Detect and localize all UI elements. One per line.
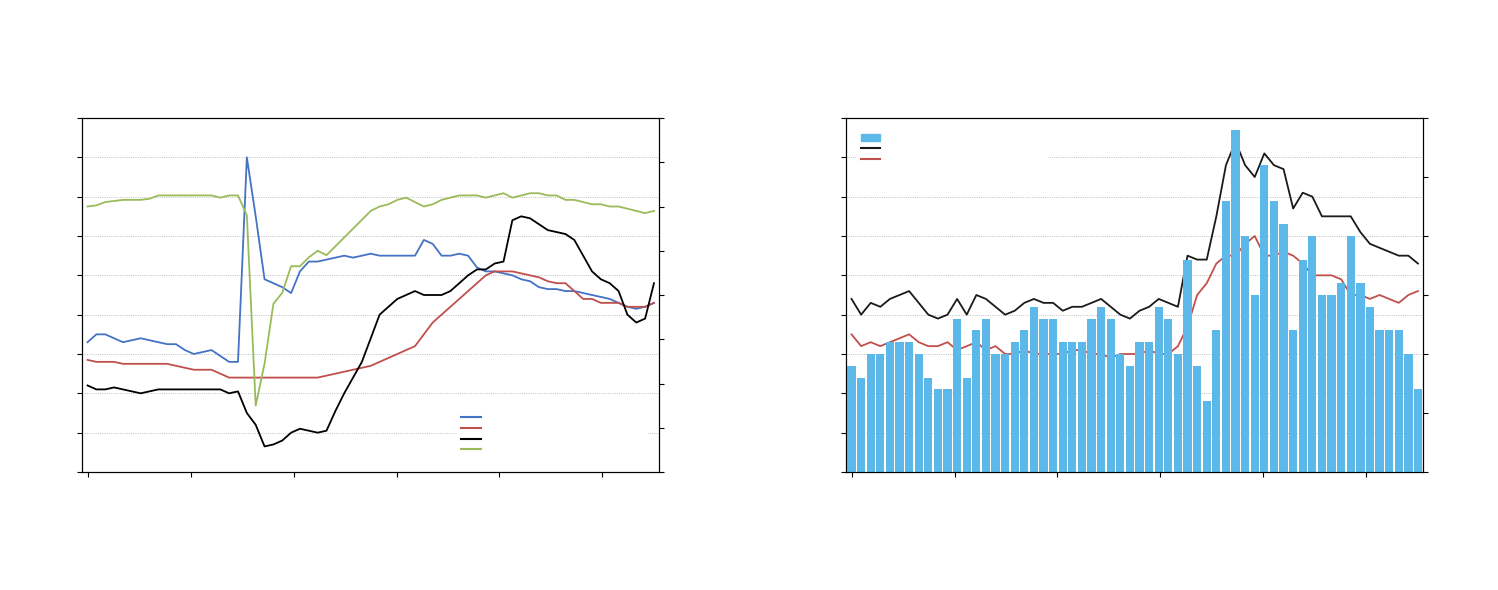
Bar <box>1404 354 1413 472</box>
Bar <box>1386 330 1393 472</box>
Bar <box>1020 330 1029 472</box>
Bar <box>1116 354 1125 472</box>
Bar <box>1338 283 1345 472</box>
Bar <box>1144 342 1153 472</box>
Legend: 乖離幅（転職者-非転職者、右軸）, 転職者, 非転職者: 乖離幅（転職者-非転職者、右軸）, 転職者, 非転職者 <box>857 130 1049 166</box>
Bar <box>1318 295 1326 472</box>
Bar <box>944 389 951 472</box>
Bar <box>1068 342 1077 472</box>
Bar <box>866 354 875 472</box>
Bar <box>1240 236 1249 472</box>
Bar <box>848 366 855 472</box>
Bar <box>953 319 962 472</box>
Bar <box>1174 354 1182 472</box>
Bar <box>876 354 884 472</box>
Bar <box>1107 319 1115 472</box>
Bar <box>1279 224 1288 472</box>
Bar <box>1308 236 1317 472</box>
Bar <box>1222 201 1230 472</box>
Bar <box>1347 236 1354 472</box>
Bar <box>981 319 990 472</box>
Bar <box>1059 342 1067 472</box>
Bar <box>933 389 942 472</box>
Bar <box>885 342 894 472</box>
Bar <box>1395 330 1404 472</box>
Bar <box>1260 165 1269 472</box>
Bar <box>1192 366 1201 472</box>
Bar <box>1049 319 1058 472</box>
Bar <box>963 378 971 472</box>
Bar <box>1375 330 1384 472</box>
Bar <box>1356 283 1365 472</box>
Bar <box>1164 319 1173 472</box>
Bar <box>1366 307 1374 472</box>
Bar <box>1077 342 1086 472</box>
Bar <box>905 342 914 472</box>
Bar <box>972 330 981 472</box>
Bar <box>1231 130 1240 472</box>
Bar <box>1299 260 1306 472</box>
Bar <box>915 354 923 472</box>
Bar <box>1029 307 1038 472</box>
Bar <box>1040 319 1047 472</box>
Bar <box>1001 354 1010 472</box>
Legend: 時間当たり賃金伸び率, 雇用コスト指数（ECI）, コアサービスCPI（除く住居費）, 失業率（右軸、逆目盛）: 時間当たり賃金伸び率, 雇用コスト指数（ECI）, コアサービスCPI（除く住居… <box>457 410 649 457</box>
Bar <box>1011 342 1019 472</box>
Bar <box>1327 295 1336 472</box>
Bar <box>992 354 999 472</box>
Bar <box>1251 295 1258 472</box>
Bar <box>1203 401 1210 472</box>
Bar <box>924 378 932 472</box>
Bar <box>1155 307 1162 472</box>
Bar <box>1088 319 1095 472</box>
Bar <box>1097 307 1106 472</box>
Bar <box>1288 330 1297 472</box>
Bar <box>1212 330 1221 472</box>
Bar <box>1135 342 1143 472</box>
Bar <box>857 378 866 472</box>
Bar <box>1414 389 1422 472</box>
Bar <box>896 342 903 472</box>
Bar <box>1183 260 1192 472</box>
Bar <box>1126 366 1134 472</box>
Bar <box>1270 201 1278 472</box>
